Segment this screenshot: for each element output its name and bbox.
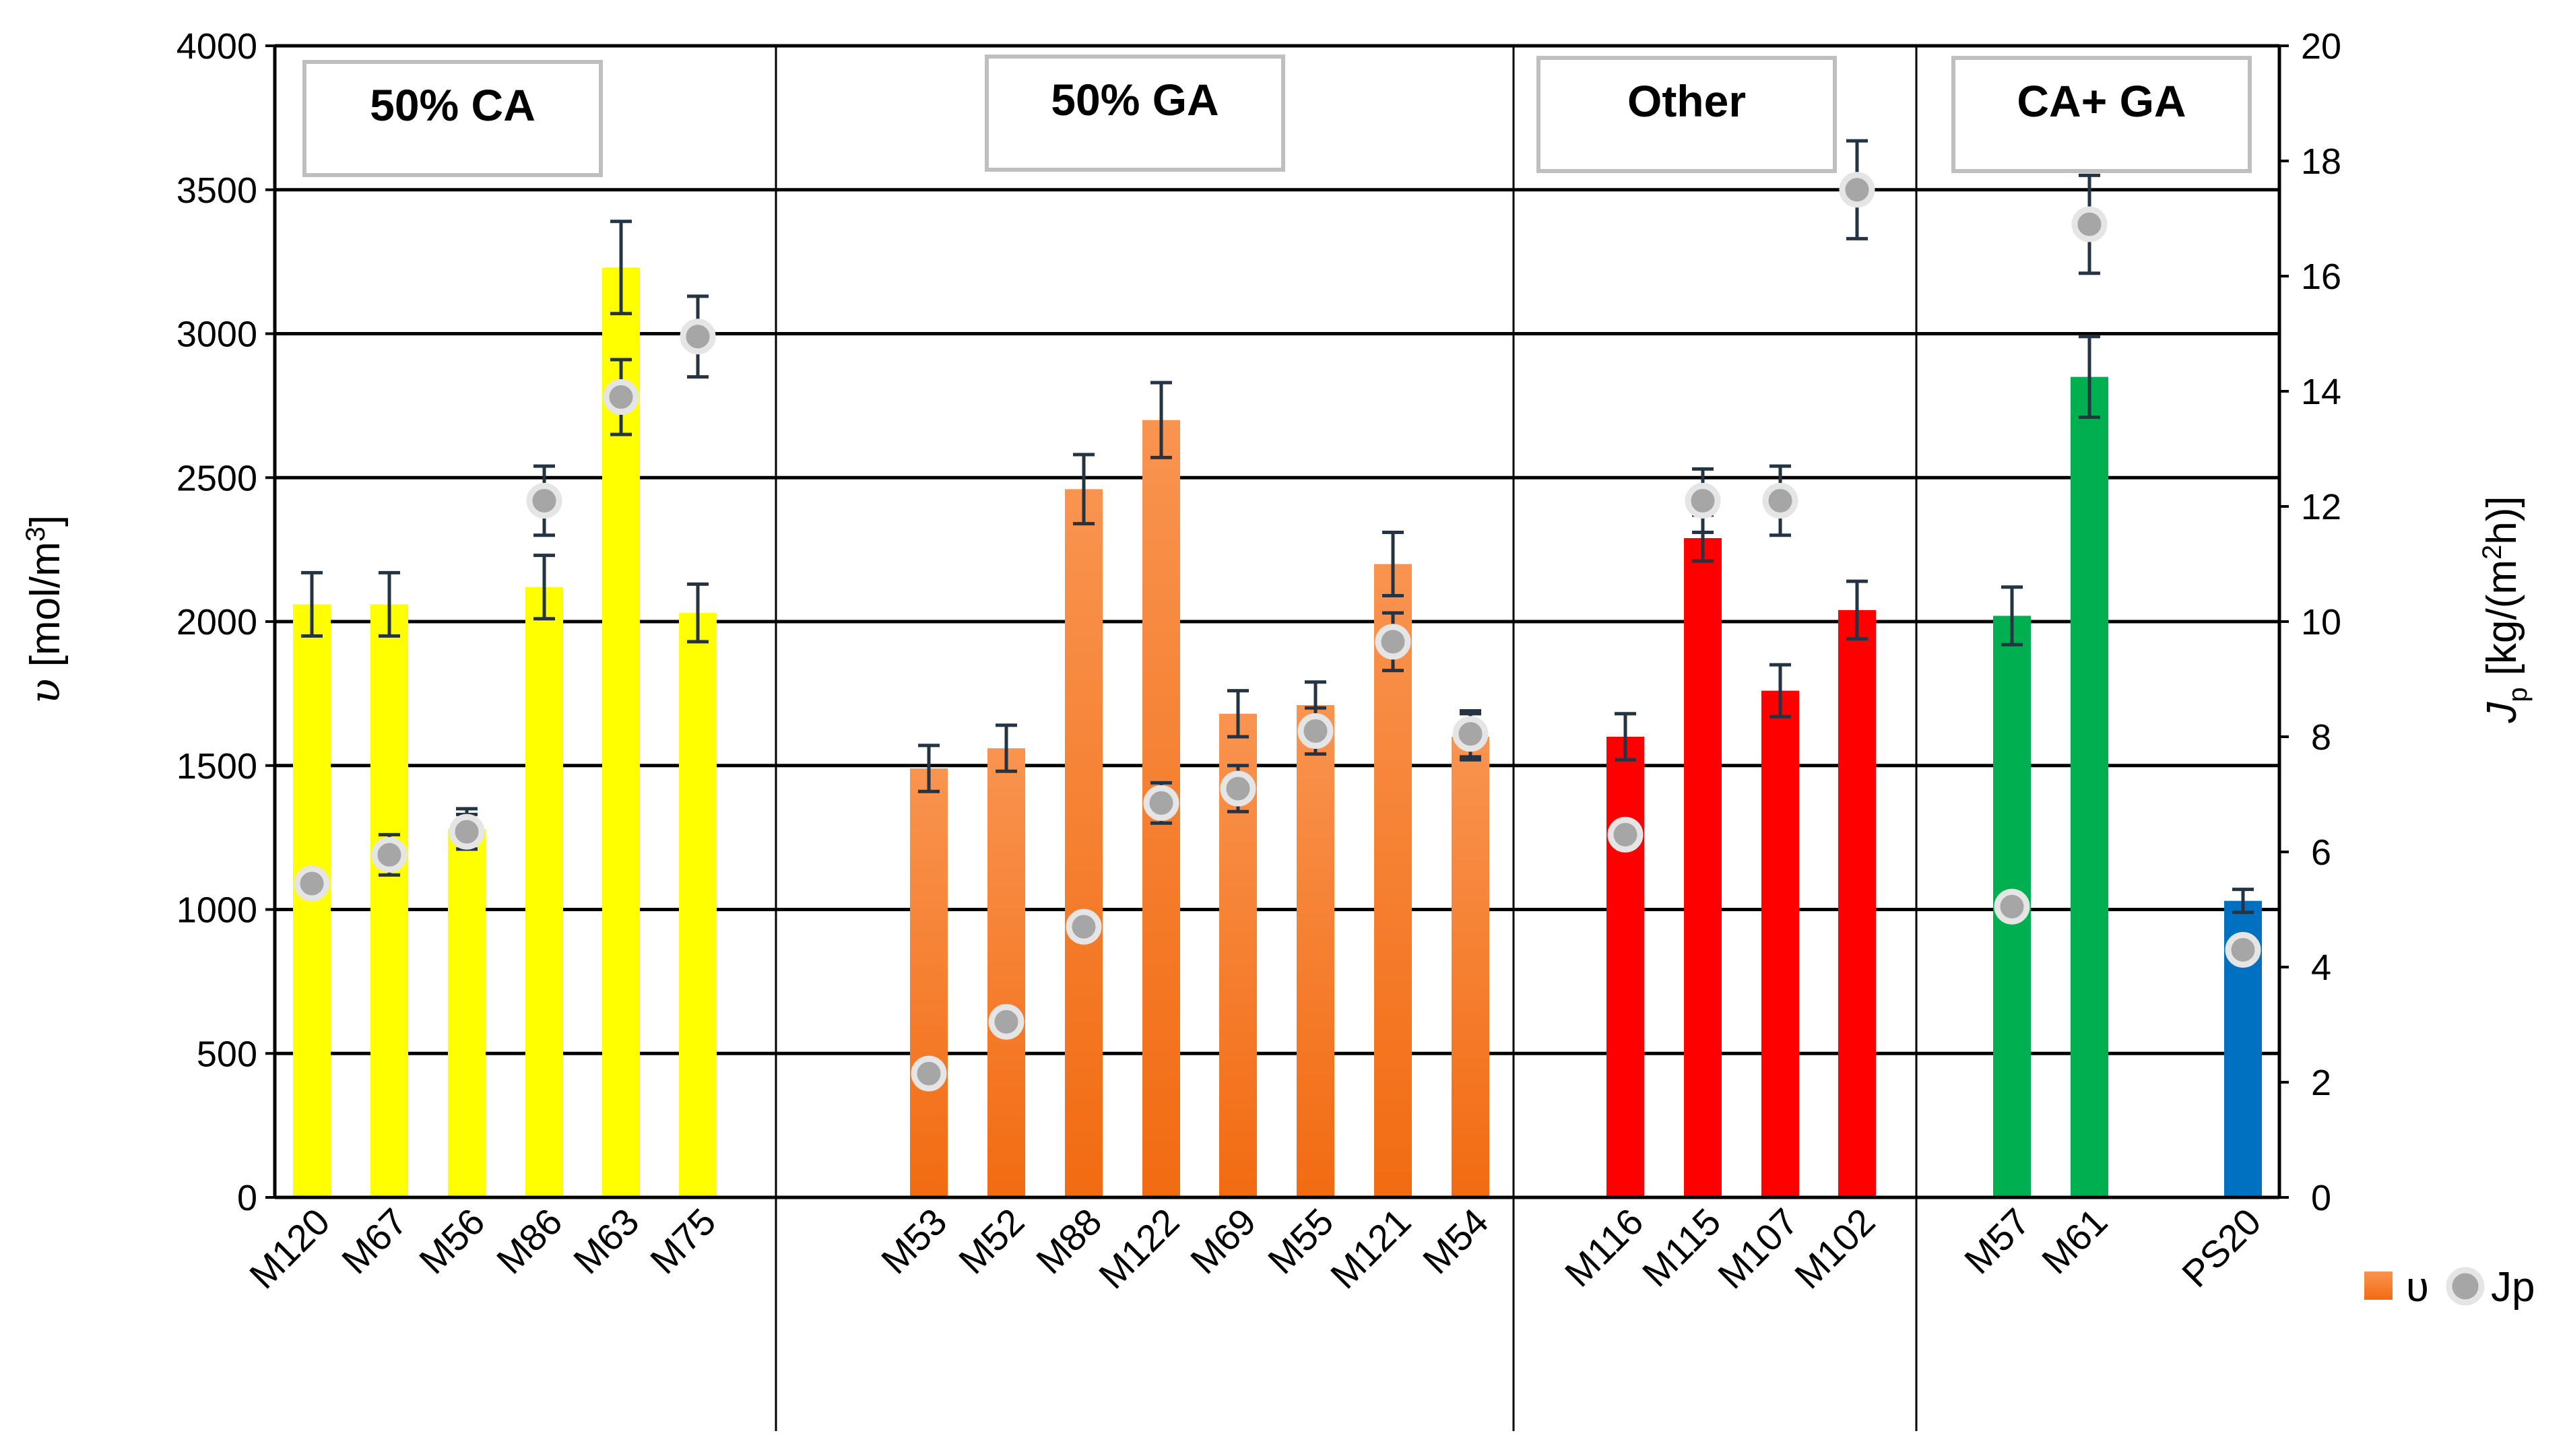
y-tick-label: 3500 [176, 170, 257, 211]
y2-axis-title: Jp [kg/(m2h)] [2477, 496, 2533, 723]
group-label: Other [1627, 76, 1746, 126]
jp-point [680, 319, 716, 355]
category-label: M54 [1415, 1200, 1497, 1282]
group-label: 50% CA [370, 80, 535, 130]
y2-tick-label: 18 [2301, 141, 2341, 182]
category-label: M102 [1786, 1200, 1883, 1297]
category-label: M53 [873, 1200, 955, 1282]
jp-point [449, 814, 485, 850]
grid-lines [275, 44, 2279, 1055]
jp-point [1220, 770, 1256, 807]
jp-point [2071, 206, 2108, 242]
legend: υ Jp [2364, 1264, 2535, 1311]
legend-point-marker [2446, 1267, 2485, 1306]
bar [987, 748, 1025, 1197]
category-label: M115 [1634, 1200, 1729, 1295]
group-label-box [985, 55, 1285, 172]
jp-point [371, 836, 408, 873]
y-tick-label: 2500 [176, 458, 257, 498]
y-tick-label: 3000 [176, 315, 257, 355]
jp-point [1297, 713, 1334, 749]
y2-tick-label: 8 [2311, 717, 2331, 758]
bar [1297, 704, 1334, 1197]
group-label: CA+ GA [2017, 76, 2186, 126]
y-tick-label: 1000 [176, 890, 257, 931]
jp-point [911, 1055, 947, 1092]
jp-point [988, 1003, 1025, 1040]
category-label: M69 [1182, 1200, 1264, 1282]
jp-point [1143, 785, 1179, 821]
jp-point [1685, 482, 1721, 519]
group-label-box [302, 60, 603, 177]
y2-tick-label: 12 [2301, 487, 2341, 527]
category-label: M86 [488, 1200, 571, 1282]
group-label-box [1951, 56, 2252, 173]
jp-point [2225, 931, 2261, 968]
category-label: M107 [1710, 1200, 1807, 1297]
legend-bar-label: υ [2406, 1264, 2429, 1311]
bar [1606, 737, 1644, 1197]
legend-bar-swatch [2364, 1271, 2393, 1300]
bar [448, 828, 486, 1197]
category-label: M63 [565, 1200, 647, 1282]
y2-tick-label: 0 [2311, 1178, 2331, 1218]
category-label: M61 [2034, 1200, 2116, 1282]
jp-point [1994, 888, 2030, 925]
category-label: M121 [1322, 1200, 1419, 1297]
bar [1452, 737, 1489, 1197]
category-label: M56 [411, 1200, 493, 1282]
jp-point [1762, 482, 1798, 519]
group-dividers [775, 46, 1918, 1431]
category-label: M57 [1956, 1200, 2038, 1282]
y2-tick-label: 16 [2301, 257, 2341, 297]
category-label: M67 [333, 1200, 416, 1282]
category-label: M122 [1091, 1200, 1188, 1297]
jp-point [1839, 172, 1875, 208]
y-tick-label: 2000 [176, 602, 257, 642]
jp-point [294, 865, 330, 902]
category-label: M116 [1557, 1200, 1652, 1295]
bar [525, 587, 563, 1197]
y-tick-label: 4000 [176, 26, 257, 67]
y-axis-title: υ [mol/m3] [20, 515, 69, 704]
y2-tick-label: 6 [2311, 832, 2331, 873]
group-labels: 50% CA 50% GA Other CA+ GA [302, 55, 2252, 177]
bar [2071, 376, 2108, 1197]
bar [1838, 609, 1876, 1197]
bar-series [293, 220, 2262, 1197]
bar [679, 613, 717, 1197]
y2-tick-label: 2 [2311, 1063, 2331, 1103]
y2-tick-label: 10 [2301, 602, 2341, 642]
legend-point-label: Jp [2491, 1264, 2535, 1311]
category-label: M75 [642, 1200, 724, 1282]
y2-tick-label: 4 [2311, 948, 2331, 988]
bar [370, 604, 408, 1197]
y2-tick-label: 20 [2301, 26, 2341, 67]
y-tick-label: 0 [237, 1178, 257, 1218]
y-tick-label: 500 [197, 1034, 257, 1074]
bar [1761, 690, 1799, 1197]
bar [1684, 538, 1722, 1197]
jp-point [526, 482, 562, 519]
bar [910, 768, 948, 1197]
group-label-box [1536, 56, 1837, 173]
y2-tick-label: 14 [2301, 372, 2341, 412]
jp-point [1452, 716, 1489, 752]
axes: 0 500 1000 1500 2000 2500 3000 3500 4000 0 2 4 6 8 10 1… [176, 26, 2341, 1218]
jp-point [1607, 816, 1644, 853]
jp-point [1066, 908, 1102, 945]
jp-point [1375, 624, 1411, 660]
point-series [294, 139, 2261, 1092]
group-label: 50% GA [1051, 75, 1218, 125]
jp-point [603, 379, 639, 416]
category-label: PS20 [2174, 1200, 2269, 1295]
category-label: M52 [950, 1200, 1033, 1282]
bar [1065, 489, 1103, 1197]
y-tick-label: 1500 [176, 746, 257, 787]
